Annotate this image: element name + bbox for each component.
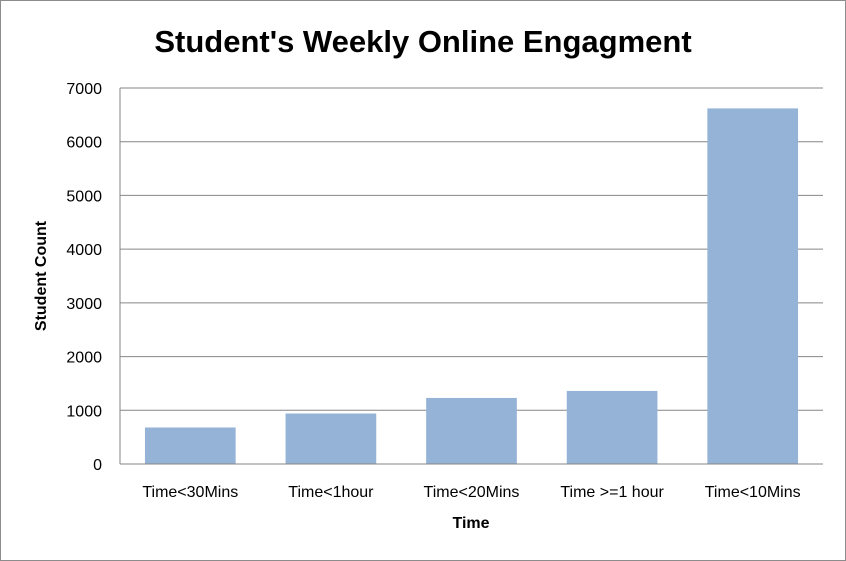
y-tick-label: 3000: [66, 296, 102, 313]
x-axis-ticks: Time<30Mins Time<1hour Time<20Mins Time >=1…: [142, 484, 800, 501]
bar: [566, 390, 658, 464]
x-tick-label: Time<30Mins: [142, 484, 238, 501]
bars: [144, 108, 799, 464]
x-tick-label: Time<1hour: [288, 484, 374, 501]
y-tick-label: 6000: [66, 135, 102, 152]
x-tick-label: Time<10Mins: [705, 484, 801, 501]
x-tick-label: Time<20Mins: [424, 484, 520, 501]
bar: [707, 108, 799, 464]
bar: [426, 397, 517, 464]
bar: [285, 413, 377, 464]
chart-title: Student's Weekly Online Engagment: [154, 24, 691, 59]
gridlines: [120, 87, 823, 411]
bar: [144, 427, 236, 464]
x-tick-label: Time >=1 hour: [560, 484, 664, 501]
y-tick-label: 7000: [66, 81, 102, 98]
y-axis-title: Student Count: [33, 220, 50, 331]
y-tick-label: 5000: [66, 188, 102, 205]
y-tick-label: 1000: [66, 403, 102, 420]
y-tick-label: 0: [93, 457, 102, 474]
y-axis-ticks: 0 1000 2000 3000 4000 5000 6000 7000: [66, 81, 102, 474]
x-axis-title: Time: [452, 515, 489, 532]
y-tick-label: 2000: [66, 350, 102, 367]
y-tick-label: 4000: [66, 242, 102, 259]
